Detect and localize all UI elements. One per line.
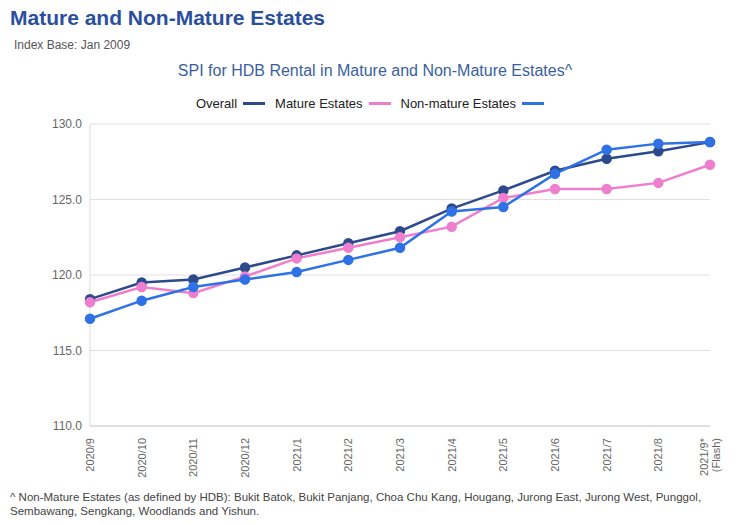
html-text:Mature and Non-Mature Estates: Mature and Non-Mature Estates [10,6,326,29]
html-text:Mature Estates: Mature Estates [275,96,363,111]
svg-text:110.0: 110.0 [53,419,82,433]
svg-text:2021/6: 2021/6 [549,438,561,472]
svg-text:2021/5: 2021/5 [497,438,509,472]
svg-text:120.0: 120.0 [52,268,82,282]
svg-text:115.0: 115.0 [53,344,82,358]
html-text:Index Base: Jan 2009: Index Base: Jan 2009 [14,38,131,52]
svg-text:130.0: 130.0 [52,117,82,131]
html-text:Overall: Overall [195,96,238,111]
svg-text:2020/10: 2020/10 [136,438,148,478]
svg-text:2020/12: 2020/12 [239,438,251,478]
svg-text:2021/2: 2021/2 [342,438,354,472]
svg-text:2021/1: 2021/1 [291,438,303,472]
svg-text:2021/3: 2021/3 [394,438,406,472]
svg-text:2021/4: 2021/4 [446,438,458,472]
svg-text:2020/9: 2020/9 [84,438,96,472]
html-text:^ Non-Mature Estates (as defin: ^ Non-Mature Estates (as defined by HDB)… [10,491,702,517]
svg-text:125.0: 125.0 [52,193,82,207]
svg-text:2020/11: 2020/11 [187,438,199,477]
html-text:Non-mature Estates: Non-mature Estates [400,96,517,111]
svg-text:2021/7: 2021/7 [601,438,613,472]
html-text:SPI for HDB Rental in Mature a: SPI for HDB Rental in Mature and Non-Mat… [177,62,573,79]
svg-text:2021/9*(Flash): 2021/9*(Flash) [698,437,722,476]
svg-text:2021/8: 2021/8 [652,438,664,472]
